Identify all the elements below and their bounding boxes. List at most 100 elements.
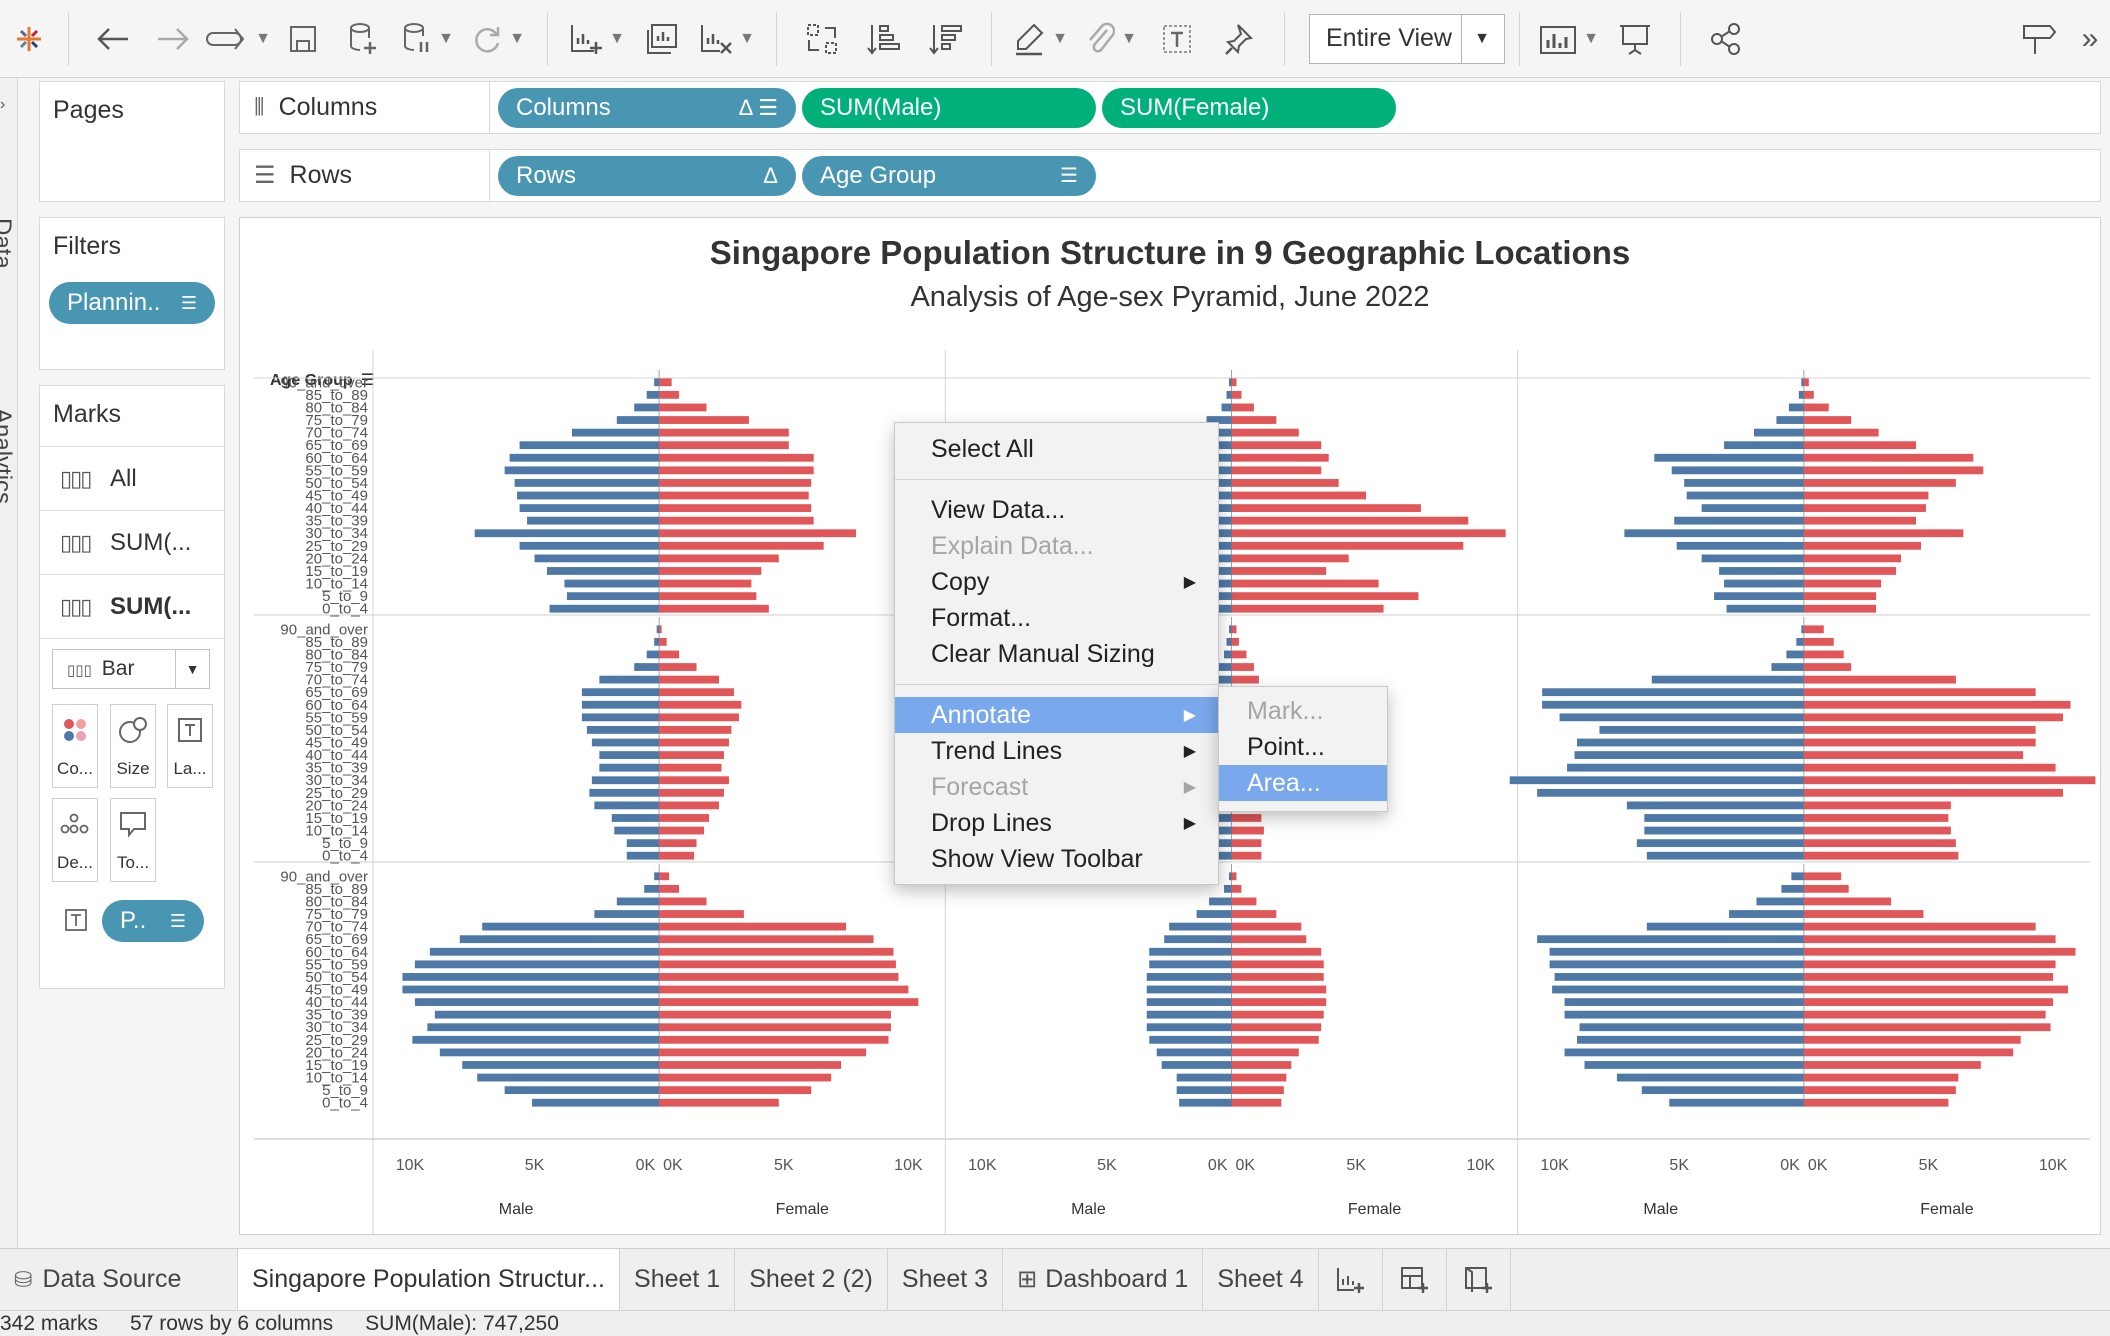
x-tick-label: 0K <box>1236 1157 1256 1174</box>
filter-pill-planning-area[interactable]: Plannin.. ☰ <box>49 282 215 324</box>
highlight-icon[interactable]: ▼ <box>1006 9 1076 69</box>
female-bar <box>659 504 812 512</box>
show-me-icon[interactable]: ▼ <box>1534 9 1604 69</box>
new-worksheet-icon[interactable]: ▼ <box>562 9 632 69</box>
male-bar <box>1146 985 1232 994</box>
male-bar <box>1577 1035 1804 1044</box>
new-worksheet-tab-icon[interactable] <box>1319 1249 1383 1310</box>
data-tab[interactable]: Data <box>0 218 16 269</box>
menu-item-drop-lines[interactable]: Drop Lines ▶ <box>895 805 1218 841</box>
new-datasource-icon[interactable] <box>333 9 393 69</box>
expand-icon[interactable]: › <box>0 96 6 113</box>
share-icon[interactable] <box>1695 9 1757 69</box>
save-icon[interactable] <box>273 9 333 69</box>
menu-item-annotate[interactable]: Annotate ▶ <box>895 697 1218 733</box>
male-bar <box>1564 998 1804 1006</box>
female-bar <box>1231 935 1307 944</box>
female-bar <box>1231 453 1329 462</box>
menu-item-label: Trend Lines <box>931 736 1063 765</box>
new-dashboard-tab-icon[interactable] <box>1383 1249 1447 1310</box>
male-bar <box>1146 1010 1232 1019</box>
label-button[interactable]: La... <box>167 704 213 788</box>
sheet-tab[interactable]: Sheet 1 <box>620 1249 736 1310</box>
rows-pill-age-group[interactable]: Age Group ☰ <box>802 155 1096 196</box>
x-tick-label: 5K <box>1669 1157 1689 1174</box>
male-bar <box>1646 922 1804 931</box>
columns-pill-sum-female[interactable]: SUM(Female) <box>1102 87 1396 128</box>
marks-row-all[interactable]: ▯▯▯ All <box>40 446 224 510</box>
female-bar <box>1803 491 1929 500</box>
replay-icon[interactable]: ▼ <box>203 9 273 69</box>
male-bar <box>482 922 660 931</box>
mark-type-dropdown[interactable]: ▯▯▯ Bar ▼ <box>52 649 210 689</box>
pause-updates-icon[interactable]: ▼ <box>393 9 463 69</box>
filter-pill-label: Plannin.. <box>67 289 161 316</box>
fit-dropdown[interactable]: Entire View ▼ <box>1309 13 1505 64</box>
female-bar <box>1231 441 1322 450</box>
new-story-tab-icon[interactable] <box>1447 1249 1511 1310</box>
female-bar <box>1803 479 1956 487</box>
sheet-tab[interactable]: Sheet 3 <box>888 1249 1004 1310</box>
submenu-item-point[interactable]: Point... <box>1219 729 1387 765</box>
analytics-tab[interactable]: Analytics <box>0 408 16 505</box>
bar-chart-icon: ▯▯▯ <box>60 529 92 555</box>
sort-descending-icon[interactable] <box>915 9 977 69</box>
pyramid-chart[interactable]: 90_and_over85_to_8980_to_8475_to_7970_to… <box>240 218 2101 1235</box>
x-tick-label: 0K <box>636 1157 656 1174</box>
color-button[interactable]: Co... <box>52 704 98 788</box>
clear-sheet-icon[interactable]: ▼ <box>692 9 762 69</box>
menu-item-format[interactable]: Format... <box>895 600 1218 636</box>
data-source-tab[interactable]: ⛁ Data Source <box>0 1249 238 1310</box>
submenu-item-area[interactable]: Area... <box>1219 765 1387 801</box>
duplicate-sheet-icon[interactable] <box>632 9 692 69</box>
size-button[interactable]: Size <box>110 704 156 788</box>
age-group-label: 20_to_24 <box>305 797 368 814</box>
male-bar <box>1624 529 1804 538</box>
male-bar <box>1164 935 1232 944</box>
presentation-icon[interactable] <box>1604 9 1666 69</box>
female-bar <box>1803 554 1902 563</box>
menu-item-show-view-toolbar[interactable]: Show View Toolbar <box>895 841 1218 877</box>
menu-item-select-all[interactable]: Select All <box>895 431 1218 467</box>
columns-pill-sum-male[interactable]: SUM(Male) <box>802 87 1096 128</box>
show-labels-icon[interactable] <box>1146 9 1208 69</box>
female-bar <box>1803 776 2096 785</box>
detail-button[interactable]: De... <box>52 798 98 882</box>
marks-row-sum-male[interactable]: ▯▯▯ SUM(... <box>40 510 224 574</box>
row-header[interactable]: Age Group ☰ <box>270 370 375 390</box>
refresh-icon[interactable]: ▼ <box>463 9 533 69</box>
male-bar <box>474 529 660 538</box>
menu-item-trend-lines[interactable]: Trend Lines ▶ <box>895 733 1218 769</box>
sheet-tab[interactable]: Sheet 4 <box>1203 1249 1319 1310</box>
male-bar <box>1146 998 1232 1006</box>
redo-icon[interactable] <box>143 9 203 69</box>
menu-item-clear-manual-sizing[interactable]: Clear Manual Sizing <box>895 636 1218 672</box>
age-group-label: 10_to_14 <box>305 1070 368 1087</box>
submenu-item-label: Mark... <box>1247 696 1324 725</box>
age-group-label: 45_to_49 <box>305 982 368 999</box>
x-tick-label: 10K <box>968 1157 997 1174</box>
menu-item-view-data[interactable]: View Data... <box>895 492 1218 528</box>
male-bar <box>1509 776 1804 785</box>
more-chevron-icon[interactable]: » <box>2081 21 2099 55</box>
tooltip-button[interactable]: To... <box>110 798 156 882</box>
marks-detail-pill[interactable]: P.. ☰ <box>102 900 204 942</box>
group-icon[interactable]: ▼ <box>1076 9 1146 69</box>
female-bar <box>659 529 857 538</box>
menu-item-copy[interactable]: Copy ▶ <box>895 564 1218 600</box>
age-group-label: 60_to_64 <box>305 697 368 714</box>
tableau-logo-icon[interactable] <box>4 9 54 69</box>
sort-ascending-icon[interactable] <box>853 9 915 69</box>
swap-rows-columns-icon[interactable] <box>791 9 853 69</box>
male-bar <box>1149 960 1232 969</box>
columns-pill-columns[interactable]: Columns Δ ☰ <box>498 87 796 128</box>
marks-row-sum-female[interactable]: ▯▯▯ SUM(... <box>40 574 224 638</box>
undo-icon[interactable] <box>83 9 143 69</box>
sheet-tab[interactable]: Sheet 2 (2) <box>735 1249 888 1310</box>
sheet-tab[interactable]: Singapore Population Structur... <box>238 1249 621 1310</box>
age-group-label: 60_to_64 <box>305 944 368 961</box>
tooltip-sign-icon[interactable] <box>2008 9 2070 69</box>
rows-pill-rows[interactable]: Rows Δ <box>498 155 796 196</box>
fix-axes-icon[interactable] <box>1208 9 1270 69</box>
sheet-tab[interactable]: ⊞ Dashboard 1 <box>1003 1249 1204 1310</box>
